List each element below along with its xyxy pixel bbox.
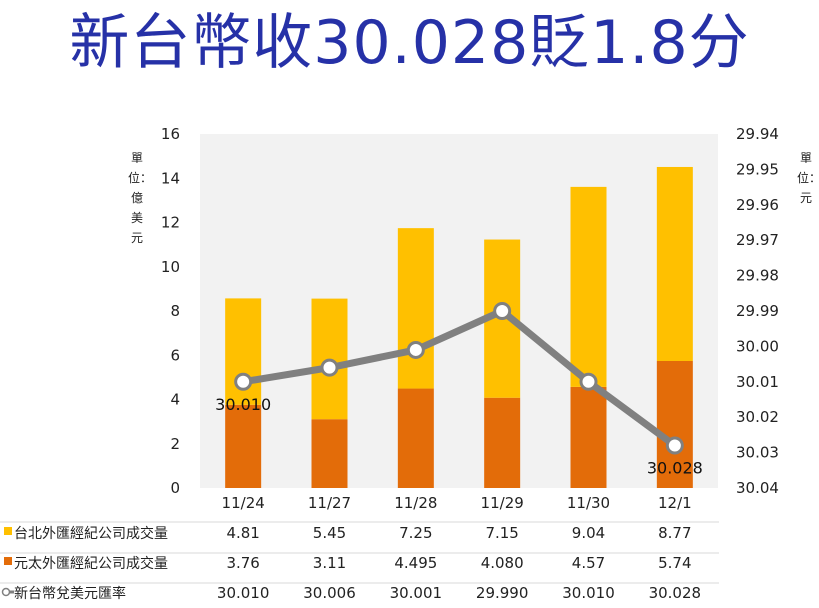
table-row-label: 元太外匯經紀公司成交量: [14, 555, 168, 572]
x-tick-label: 11/28: [394, 494, 437, 512]
left-tick-label: 16: [161, 125, 180, 143]
rate-point-11/28: [406, 340, 425, 359]
rate-point-11/27: [320, 358, 339, 377]
table-row-label: 台北外匯經紀公司成交量: [14, 525, 168, 542]
rate-point-11/24: [234, 372, 253, 391]
right-tick-label: 29.99: [736, 302, 779, 320]
right-tick-label: 29.98: [736, 267, 779, 285]
rate-point-12/1: [665, 436, 684, 455]
right-tick-label: 29.97: [736, 231, 779, 249]
table-cell: 30.006: [303, 584, 356, 602]
rate-line: [239, 307, 679, 450]
bar-yuanta-12/1: [656, 361, 693, 488]
x-tick-label: 11/24: [222, 494, 265, 512]
table-cell: 30.028: [649, 584, 702, 602]
left-axis-label: 單位：億美元: [128, 151, 153, 245]
right-tick-label: 30.02: [736, 408, 779, 426]
rate-point-11/30: [579, 372, 598, 391]
bar-yuanta-11/30: [570, 386, 607, 488]
bar-yuanta-11/27: [311, 419, 348, 488]
table-cell: 7.25: [399, 524, 432, 542]
left-tick-label: 2: [170, 435, 180, 453]
x-axis-ticks: 11/24 11/27 11/28 11/29 11/30 12/1: [222, 494, 692, 512]
left-tick-label: 6: [170, 346, 180, 364]
table-row-label: 新台幣兌美元匯率: [14, 585, 126, 602]
table-cell: 30.010: [217, 584, 270, 602]
table-cell: 5.45: [313, 524, 346, 542]
x-tick-label: 11/29: [481, 494, 524, 512]
rate-line-layer: [234, 302, 684, 455]
bar-yuanta-11/28: [397, 388, 434, 488]
right-tick-label: 30.01: [736, 373, 779, 391]
left-tick-label: 4: [170, 391, 180, 409]
left-tick-label: 14: [161, 169, 180, 187]
legend-swatch: [4, 557, 12, 565]
left-tick-label: 10: [161, 258, 180, 276]
rate-annotation: 30.010: [215, 395, 271, 414]
plot-background: [200, 134, 718, 488]
right-tick-label: 30.03: [736, 444, 779, 462]
page-title: 新台幣收30.028貶1.8分: [69, 8, 750, 78]
right-tick-label: 30.00: [736, 337, 779, 355]
annotations-layer: 30.010 30.028: [215, 395, 703, 478]
table-cell: 5.74: [658, 554, 691, 572]
legend-swatch: [4, 527, 12, 535]
right-tick-label: 30.04: [736, 479, 779, 497]
table-cell: 7.15: [485, 524, 518, 542]
right-tick-label: 29.95: [736, 160, 779, 178]
table-cell: 3.11: [313, 554, 346, 572]
table-cell: 3.76: [226, 554, 259, 572]
x-tick-label: 12/1: [658, 494, 692, 512]
left-tick-label: 12: [161, 214, 180, 232]
legend-point-swatch: [1, 587, 11, 597]
right-axis-label: 單位：元: [797, 151, 819, 205]
data-table: 台北外匯經紀公司成交量 4.81 5.45 7.25 7.15 9.04 8.77 元太外匯經…: [0, 521, 719, 602]
left-axis-ticks: 0 2 4 6 8 10 12 14 16: [161, 125, 180, 497]
table-cell: 30.010: [562, 584, 615, 602]
table-cell: 4.495: [394, 554, 437, 572]
rate-point-11/29: [493, 302, 512, 320]
table-cell: 9.04: [572, 524, 605, 542]
x-tick-label: 11/27: [308, 494, 351, 512]
table-cell: 4.81: [226, 524, 259, 542]
x-tick-label: 11/30: [567, 494, 610, 512]
table-cell: 4.080: [481, 554, 524, 572]
right-tick-label: 29.96: [736, 196, 779, 214]
table-cell: 4.57: [572, 554, 605, 572]
plot-area: [200, 134, 718, 488]
bar-yuanta-11/29: [484, 397, 521, 488]
right-axis-ticks: 29.94 29.95 29.96 29.97 29.98 29.99 30.00 30.01…: [736, 125, 779, 497]
rate-annotation: 30.028: [647, 459, 703, 478]
bar-taipei-11/28: [397, 228, 434, 389]
left-tick-label: 0: [170, 479, 180, 497]
table-cell: 29.990: [476, 584, 529, 602]
left-tick-label: 8: [170, 302, 180, 320]
table-cell: 30.001: [390, 584, 443, 602]
right-tick-label: 29.94: [736, 125, 779, 143]
table-cell: 8.77: [658, 524, 691, 542]
bar-taipei-11/30: [570, 186, 607, 387]
bar-taipei-12/1: [656, 166, 693, 362]
bar-yuanta-11/24: [225, 404, 262, 488]
